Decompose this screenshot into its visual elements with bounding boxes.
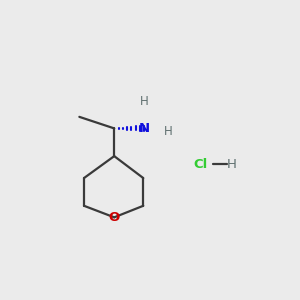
Text: O: O xyxy=(109,211,120,224)
Text: H: H xyxy=(164,125,173,138)
Text: H: H xyxy=(227,158,237,171)
Text: N: N xyxy=(139,122,150,135)
Text: Cl: Cl xyxy=(193,158,207,171)
Text: H: H xyxy=(140,94,149,108)
